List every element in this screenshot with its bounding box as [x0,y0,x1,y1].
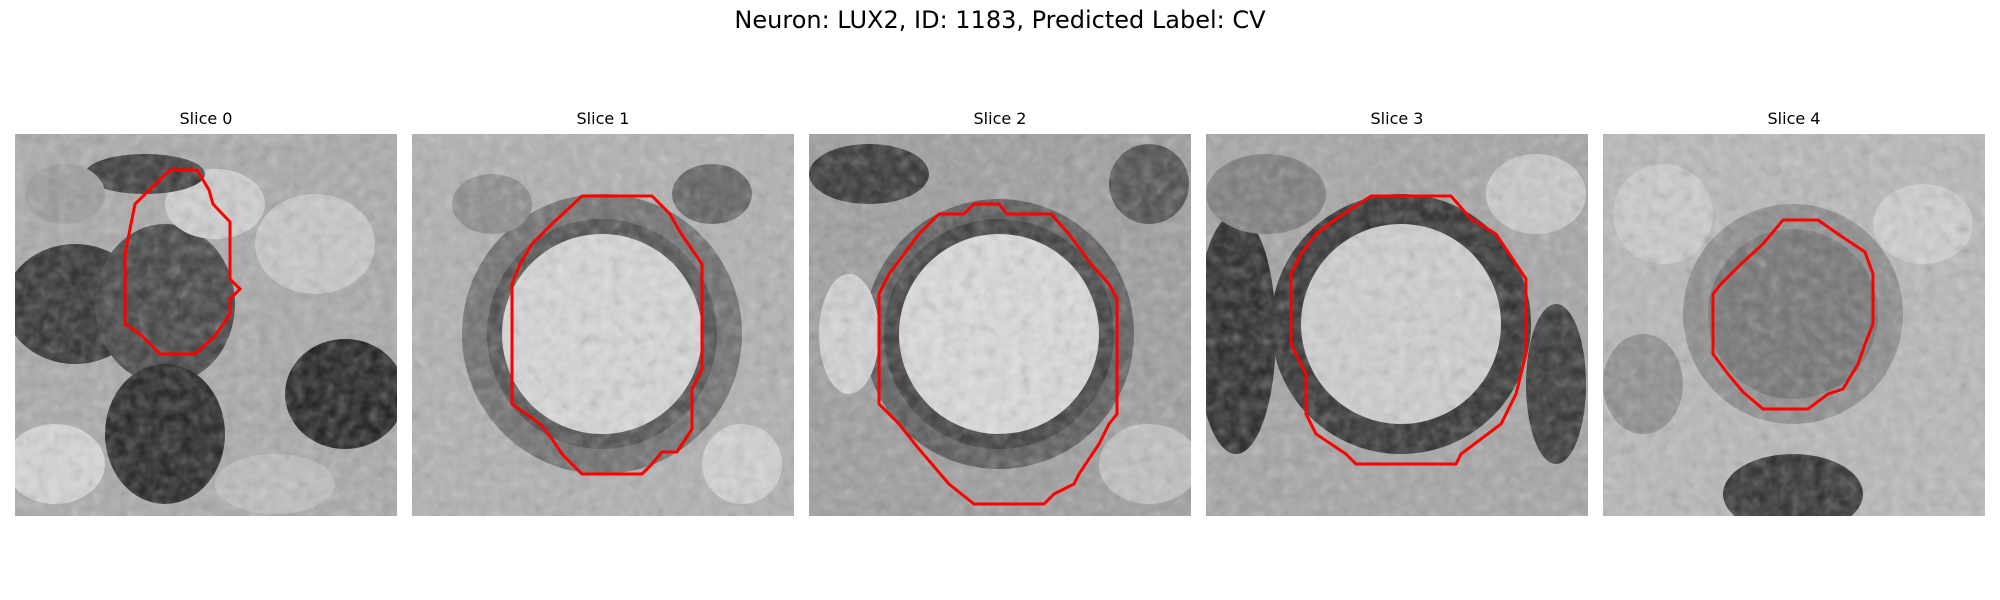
slice-image [15,134,397,516]
roi-contour [1711,218,1875,411]
slice-panel-1: Slice 1 [412,108,794,516]
slice-title: Slice 3 [1370,109,1424,128]
slice-panel-3: Slice 3 [1206,108,1588,516]
tissue-texture [412,134,794,516]
slice-panel-2: Slice 2 [809,108,1191,516]
roi-contour [877,202,1119,506]
slice-title: Slice 4 [1767,109,1821,128]
tissue-texture [809,134,1191,516]
slice-image [412,134,794,516]
roi-contour [123,168,243,356]
slice-title: Slice 0 [179,109,233,128]
slice-title: Slice 1 [576,109,630,128]
slice-panel-0: Slice 0 [15,108,397,516]
slice-image [809,134,1191,516]
slice-image [1603,134,1985,516]
tissue-texture [1206,134,1588,516]
figure-title: Neuron: LUX2, ID: 1183, Predicted Label:… [734,6,1266,34]
tissue-texture [15,134,397,516]
slice-title: Slice 2 [973,109,1027,128]
roi-contour [510,194,704,476]
roi-contour [1289,194,1528,466]
slice-image [1206,134,1588,516]
tissue-texture [1603,134,1985,516]
slice-panel-4: Slice 4 [1603,108,1985,516]
